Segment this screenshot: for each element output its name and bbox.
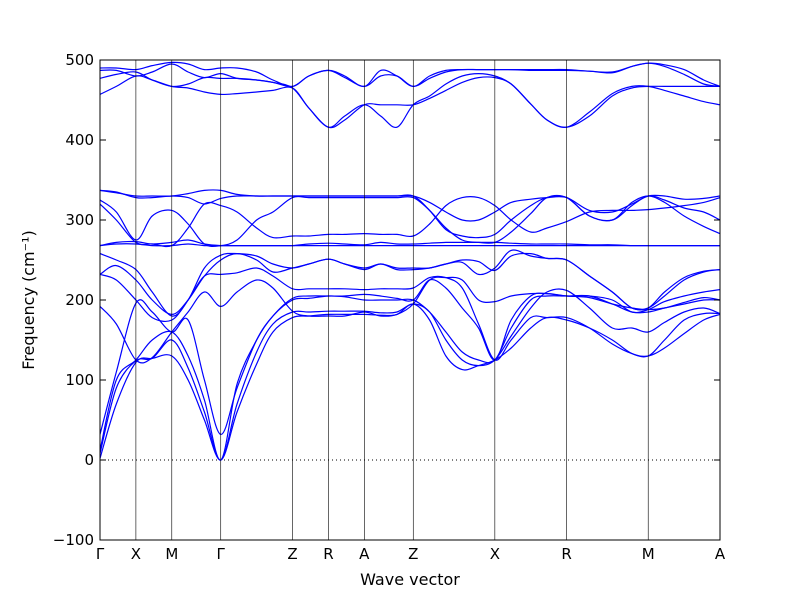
- phonon-band-3: [100, 294, 720, 461]
- x-tick-label: Z: [287, 545, 297, 563]
- y-axis-label: Frequency (cm⁻¹): [19, 230, 38, 369]
- phonon-band-10: [100, 239, 720, 247]
- phonon-band-5: [100, 276, 720, 364]
- phonon-band-16: [100, 71, 720, 129]
- y-tick-label: 200: [65, 291, 94, 309]
- x-axis-label: Wave vector: [360, 570, 460, 589]
- x-tick-label: X: [490, 545, 500, 563]
- phonon-band-4: [100, 278, 720, 436]
- x-tick-label: Γ: [217, 545, 226, 563]
- y-tick-label: 400: [65, 131, 94, 149]
- phonon-band-1: [100, 303, 720, 461]
- x-tick-label: X: [131, 545, 141, 563]
- phonon-band-11: [100, 196, 720, 248]
- high-symmetry-lines: [135, 60, 649, 540]
- x-tick-label: R: [323, 545, 333, 563]
- phonon-band-9: [100, 243, 720, 247]
- y-tick-label: −100: [53, 531, 94, 549]
- phonon-band-18: [100, 61, 720, 88]
- x-tick-label: A: [359, 545, 370, 563]
- y-tick-label: 0: [84, 451, 94, 469]
- x-tick-label: Z: [408, 545, 418, 563]
- x-tick-label: R: [561, 545, 571, 563]
- x-tick-label: A: [715, 545, 726, 563]
- phonon-bands: [100, 61, 720, 461]
- y-tick-label: 300: [65, 211, 94, 229]
- x-tick-label: M: [642, 545, 655, 563]
- phonon-band-8: [100, 252, 720, 317]
- plot-frame: [99, 59, 721, 541]
- phonon-band-15: [100, 75, 720, 129]
- y-tick-label: 500: [65, 51, 94, 69]
- phonon-band-6: [100, 267, 720, 361]
- phonon-band-2: [100, 288, 720, 461]
- y-axis-ticks: −100 0 100 200 300 400 500: [53, 51, 720, 549]
- x-tick-label: Γ: [96, 545, 105, 563]
- plot-area: [99, 59, 721, 541]
- y-tick-label: 100: [65, 371, 94, 389]
- phonon-band-17: [100, 62, 720, 88]
- x-tick-label: M: [165, 545, 178, 563]
- phonon-band-14: [100, 189, 720, 222]
